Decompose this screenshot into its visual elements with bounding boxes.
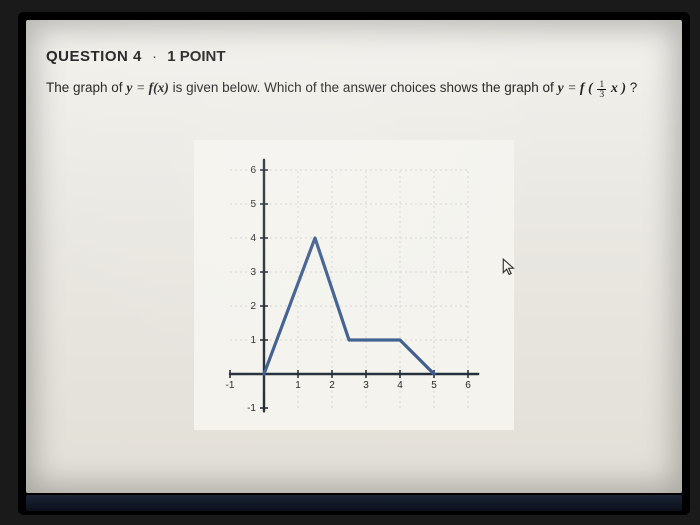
question-header: QUESTION 4 · 1 POINT xyxy=(46,48,226,65)
eq2-eq: = xyxy=(567,80,580,95)
chart-container: -1 1 2 3 4 5 6 -1 1 2 3 4 5 6 xyxy=(194,140,514,430)
chart-svg: -1 1 2 3 4 5 6 -1 1 2 3 4 5 6 xyxy=(194,140,514,430)
monitor-bezel: QUESTION 4 · 1 POINT The graph of y = f(… xyxy=(18,12,690,515)
taskbar xyxy=(26,495,682,511)
prompt-pre: The graph of xyxy=(46,80,126,95)
prompt-post: ? xyxy=(630,80,638,95)
eq2-fraction: 1 3 xyxy=(597,80,606,100)
eq2-close-paren: ) xyxy=(622,80,627,95)
eq2-frac-den: 3 xyxy=(597,90,606,100)
eq1-rhs: f(x) xyxy=(149,80,169,95)
eq2-lhs: y xyxy=(558,80,564,95)
eq1-eq: = xyxy=(136,80,149,95)
svg-text:1: 1 xyxy=(295,380,301,391)
eq2-open-paren: ( xyxy=(588,80,593,95)
separator-dot: · xyxy=(152,48,157,65)
svg-text:2: 2 xyxy=(250,301,256,312)
svg-text:6: 6 xyxy=(465,380,471,391)
svg-text:-1: -1 xyxy=(247,403,256,414)
svg-text:6: 6 xyxy=(250,165,256,176)
svg-text:3: 3 xyxy=(363,380,369,391)
eq2-fn: f xyxy=(580,80,585,95)
svg-text:3: 3 xyxy=(250,267,256,278)
question-number: QUESTION 4 xyxy=(46,48,142,65)
svg-text:2: 2 xyxy=(329,380,335,391)
prompt-mid: is given below. Which of the answer choi… xyxy=(173,80,558,95)
mouse-cursor-icon xyxy=(501,258,519,276)
svg-text:5: 5 xyxy=(250,199,256,210)
question-points: 1 POINT xyxy=(167,48,225,65)
question-prompt: The graph of y = f(x) is given below. Wh… xyxy=(46,78,662,100)
eq2-var: x xyxy=(611,80,618,95)
svg-text:5: 5 xyxy=(431,380,437,391)
eq1-lhs: y xyxy=(126,80,132,95)
svg-text:4: 4 xyxy=(397,380,403,391)
svg-text:1: 1 xyxy=(250,335,256,346)
screen: QUESTION 4 · 1 POINT The graph of y = f(… xyxy=(26,20,682,493)
svg-text:-1: -1 xyxy=(226,380,235,391)
svg-text:4: 4 xyxy=(250,233,256,244)
